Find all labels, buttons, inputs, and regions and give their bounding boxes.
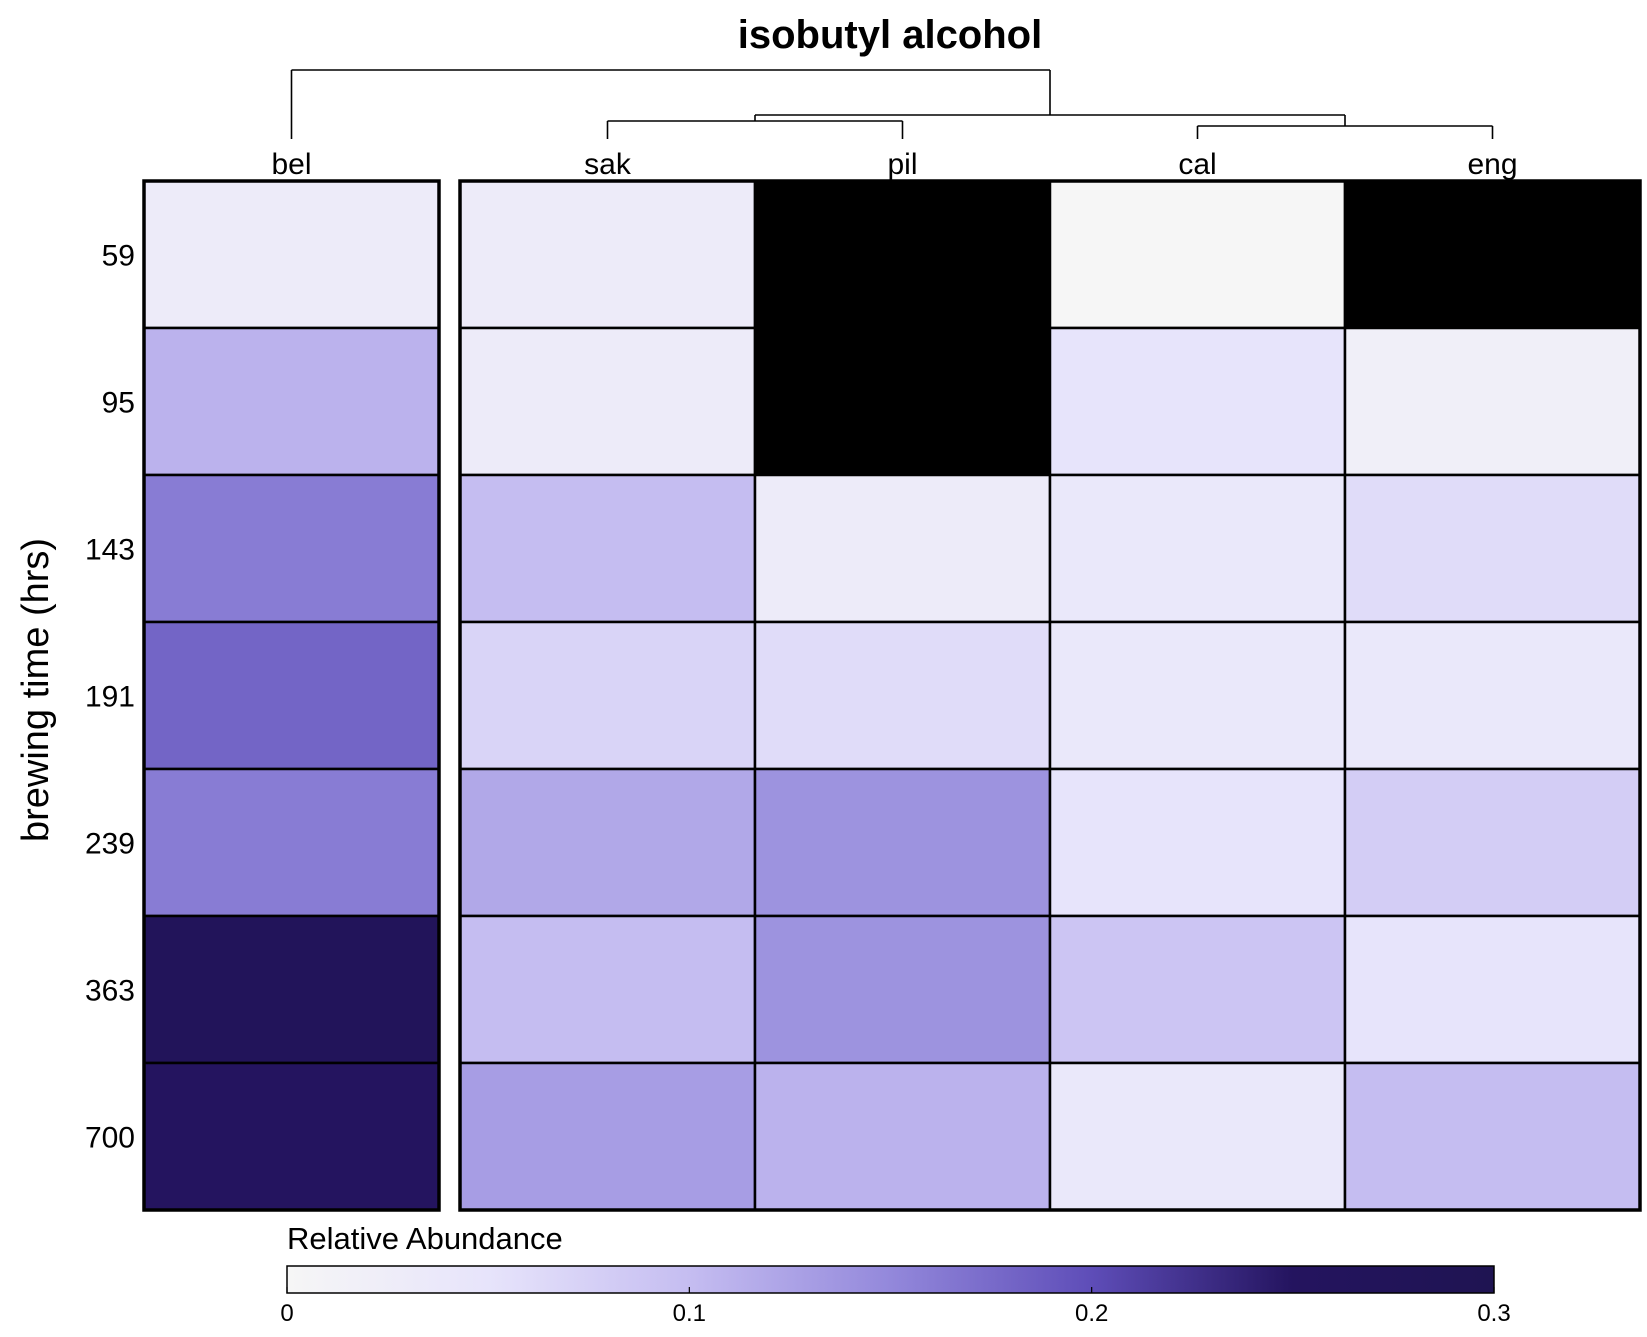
group-border-1 — [142, 179, 441, 1212]
heatmap-cell-bel-95 — [142, 326, 441, 477]
legend-tick-label-0.3: 0.3 — [1477, 1300, 1510, 1327]
column-label-sak: sak — [584, 148, 632, 181]
heatmap-cell-cal-95 — [1048, 326, 1347, 477]
row-label-95: 95 — [102, 387, 135, 420]
legend-colorbar — [286, 1265, 1495, 1294]
column-label-cal: cal — [1178, 148, 1216, 181]
heatmap-cell-eng-143 — [1343, 473, 1642, 624]
chart-title: isobutyl alcohol — [738, 13, 1042, 57]
legend-ticks: 0 0.1 0.2 0.3 — [280, 1287, 1511, 1327]
heatmap-borders — [142, 179, 1642, 1212]
heatmap-cell-eng-191 — [1343, 620, 1642, 771]
row-label-239: 239 — [85, 828, 135, 861]
row-label-700: 700 — [85, 1122, 135, 1155]
heatmap-cell-pil-700 — [753, 1061, 1052, 1212]
heatmap-cell-cal-143 — [1048, 473, 1347, 624]
heatmap-cell-pil-143 — [753, 473, 1052, 624]
heatmap-cell-eng-59 — [1343, 179, 1642, 330]
heatmap-cell-pil-95 — [753, 326, 1052, 477]
group-border-2 — [458, 179, 1642, 1212]
heatmap-cell-eng-363 — [1343, 914, 1642, 1065]
column-label-eng: eng — [1467, 148, 1517, 181]
heatmap-cell-cal-59 — [1048, 179, 1347, 330]
heatmap-cell-cal-239 — [1048, 767, 1347, 918]
row-label-143: 143 — [85, 534, 135, 567]
heatmap-cell-bel-143 — [142, 473, 441, 624]
legend-title: Relative Abundance — [287, 1221, 563, 1256]
heatmap-cell-sak-239 — [458, 767, 757, 918]
heatmap-cell-cal-700 — [1048, 1061, 1347, 1212]
heatmap-cell-bel-191 — [142, 620, 441, 771]
heatmap-cell-sak-191 — [458, 620, 757, 771]
heatmap-cell-bel-59 — [142, 179, 441, 330]
heatmap-cell-eng-700 — [1343, 1061, 1642, 1212]
heatmap-cell-pil-363 — [753, 914, 1052, 1065]
row-label-363: 363 — [85, 975, 135, 1008]
heatmap-cell-sak-363 — [458, 914, 757, 1065]
heatmap-cell-cal-191 — [1048, 620, 1347, 771]
row-label-59: 59 — [102, 240, 135, 273]
heatmap-cell-cal-363 — [1048, 914, 1347, 1065]
y-axis-label: brewing time (hrs) — [15, 538, 57, 842]
legend-tick-label-0: 0 — [280, 1300, 293, 1327]
column-labels: bel sak pil cal eng — [271, 148, 1517, 181]
column-dendrogram — [290, 69, 1494, 139]
color-legend: Relative Abundance 0 0.1 0.2 0.3 — [280, 1221, 1510, 1327]
legend-tick-label-0.2: 0.2 — [1075, 1300, 1108, 1327]
heatmap-cell-sak-143 — [458, 473, 757, 624]
column-label-pil: pil — [887, 148, 917, 181]
heatmap-cell-sak-59 — [458, 179, 757, 330]
heatmap-cell-eng-95 — [1343, 326, 1642, 477]
heatmap-cell-pil-59 — [753, 179, 1052, 330]
heatmap-cell-sak-95 — [458, 326, 757, 477]
row-labels: 59 95 143 191 239 363 700 — [85, 240, 135, 1155]
heatmap-cell-eng-239 — [1343, 767, 1642, 918]
heatmap-cell-bel-700 — [142, 1061, 441, 1212]
heatmap-cells — [142, 179, 1642, 1212]
heatmap-cell-pil-191 — [753, 620, 1052, 771]
row-label-191: 191 — [85, 681, 135, 714]
heatmap-cell-pil-239 — [753, 767, 1052, 918]
heatmap-cell-bel-363 — [142, 914, 441, 1065]
heatmap-cell-sak-700 — [458, 1061, 757, 1212]
column-label-bel: bel — [271, 148, 311, 181]
legend-tick-label-0.1: 0.1 — [673, 1300, 706, 1327]
heatmap-cell-bel-239 — [142, 767, 441, 918]
